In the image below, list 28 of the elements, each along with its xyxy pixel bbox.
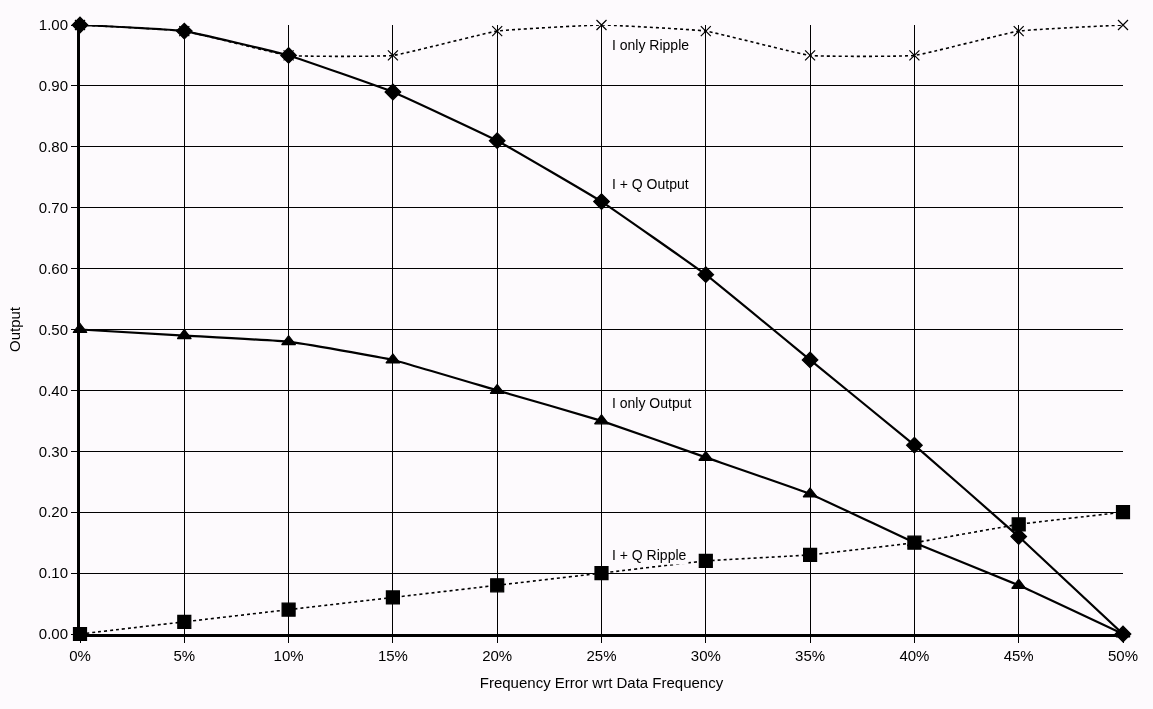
- series-label: I only Output: [612, 395, 692, 411]
- y-tick-label: 0.60: [38, 259, 68, 277]
- y-tick-label: 0.70: [38, 198, 68, 216]
- x-tick-label: 25%: [586, 647, 617, 664]
- y-tick-label: 1.00: [38, 16, 68, 34]
- y-axis-title: Output: [6, 306, 24, 353]
- y-tick-label: 0.90: [38, 77, 68, 95]
- x-axis-title: Frequency Error wrt Data Frequency: [479, 674, 724, 691]
- y-tick-label: 0.40: [38, 381, 68, 399]
- x-tick-label: 45%: [1003, 647, 1034, 664]
- x-tick-label: 20%: [482, 647, 513, 664]
- x-tick-label: 0%: [69, 647, 91, 664]
- series-label: I only Ripple: [612, 37, 690, 53]
- x-tick-label: 50%: [1107, 647, 1139, 664]
- x-tick-label: 5%: [173, 647, 196, 664]
- x-tick-label: 10%: [273, 647, 304, 664]
- x-tick-label: 40%: [899, 647, 930, 664]
- x-tick-label: 15%: [377, 647, 408, 664]
- x-tick-label: 35%: [795, 647, 826, 664]
- y-tick-label: 0.50: [38, 320, 68, 338]
- series-label: I + Q Output: [612, 176, 689, 192]
- series-label: I + Q Ripple: [612, 547, 687, 563]
- x-tick-label: 30%: [690, 647, 721, 664]
- y-tick-label: 0.00: [38, 625, 68, 643]
- y-tick-label: 0.30: [38, 442, 68, 460]
- y-tick-label: 0.20: [38, 503, 68, 521]
- y-tick-label: 0.80: [38, 138, 68, 156]
- y-tick-label: 0.10: [38, 564, 68, 582]
